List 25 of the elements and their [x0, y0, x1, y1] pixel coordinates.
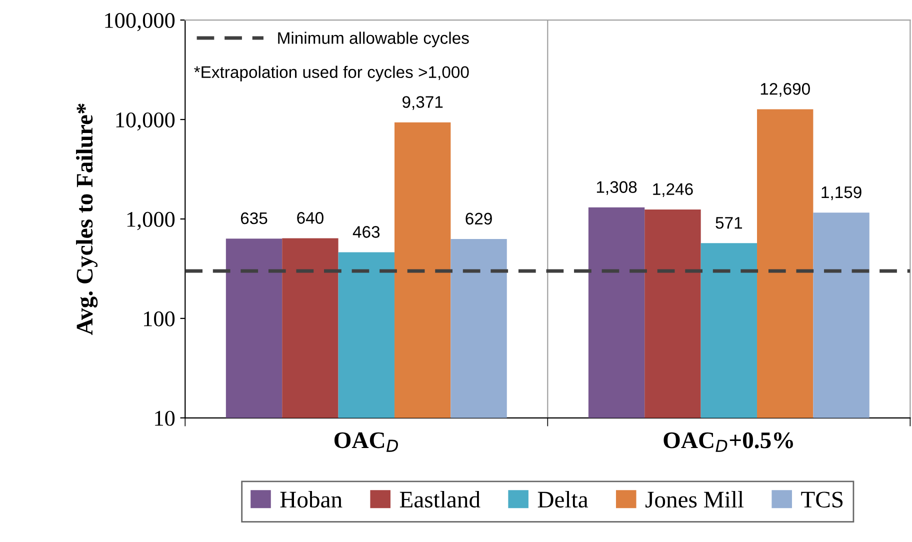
data-label: 635 — [240, 212, 268, 224]
data-label: 640 — [297, 212, 324, 224]
y-axis-title: Avg. Cycles to Failure* — [76, 104, 98, 336]
data-label: 463 — [352, 226, 380, 238]
data-label: 1,308 — [596, 181, 637, 195]
legend-label: TCS — [801, 492, 843, 508]
y-tick-label: 10,000 — [116, 112, 175, 131]
legend-label: Jones Mill — [646, 490, 744, 508]
data-label: 1,159 — [822, 186, 862, 200]
y-tick-label: 100 — [144, 311, 175, 326]
legend-label: Eastland — [400, 490, 480, 508]
annotation: *Extrapolation used for cycles >1,000 — [194, 66, 469, 82]
data-label: 12,690 — [760, 83, 810, 97]
legend-label: Minimum allowable cycles — [278, 32, 469, 48]
y-tick-label: 10 — [155, 410, 175, 426]
data-label: 9,371 — [402, 96, 443, 110]
data-label: 1,246 — [653, 183, 693, 198]
y-tick-label: 100,000 — [105, 12, 175, 32]
x-tick-label: OAC$_{D}$ — [334, 432, 398, 452]
data-label: 571 — [716, 217, 742, 229]
y-tick-label: 1,000 — [127, 212, 175, 230]
legend-label: Hoban — [280, 490, 342, 508]
x-tick-label: OAC$_{D}$+0.5% — [664, 432, 793, 452]
legend-label: Delta — [538, 490, 588, 508]
data-label: 629 — [466, 212, 492, 225]
